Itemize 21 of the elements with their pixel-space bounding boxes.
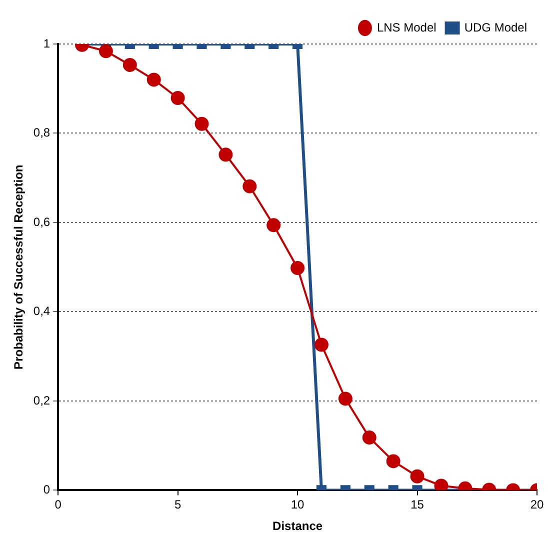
point: [266, 218, 281, 232]
legend-label: UDG Model: [464, 20, 528, 34]
y-tick-label: 0,6: [33, 214, 50, 229]
y-axis-title: Probability of Successful Reception: [12, 164, 26, 370]
x-tick-label: 10: [290, 498, 305, 512]
x-tick-label: 5: [174, 498, 182, 512]
y-tick-label: 1: [43, 36, 50, 50]
point: [242, 179, 257, 194]
point: [314, 338, 328, 352]
point: [218, 148, 233, 162]
x-tick-label: 15: [410, 498, 424, 512]
point: [290, 260, 305, 275]
y-tick-label: 0: [43, 482, 50, 497]
point: [434, 478, 448, 490]
x-tick-label: 20: [530, 498, 544, 512]
y-tick-label: 0,2: [33, 393, 50, 408]
x-tick-label: 0: [54, 498, 62, 512]
legend-label: LNS Model: [376, 20, 436, 34]
y-tick-label: 0,4: [33, 304, 50, 318]
y-tick-label: 0,8: [33, 126, 50, 140]
x-axis-title: Distance: [272, 519, 323, 534]
